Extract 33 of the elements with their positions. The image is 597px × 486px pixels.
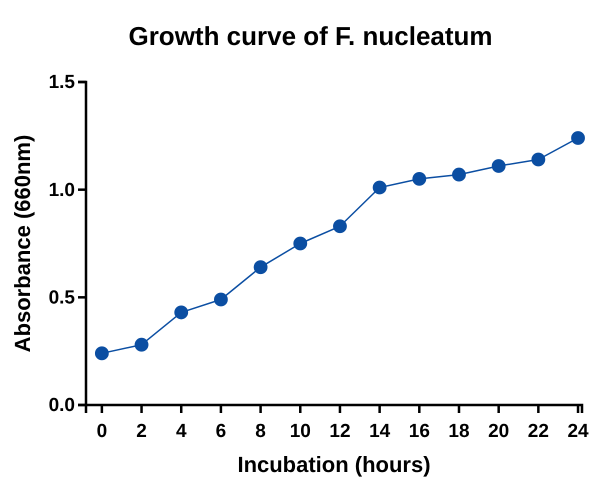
x-tick-label: 4 (176, 420, 187, 442)
point (412, 172, 426, 186)
y-axis-title: Absorbance (660nm) (10, 134, 35, 352)
x-tick-label: 8 (255, 420, 266, 442)
y-tick-label: 0.0 (48, 395, 75, 416)
chart-title: Growth curve of F. nucleatum (128, 21, 493, 51)
point (452, 168, 466, 182)
x-axis-title: Incubation (hours) (237, 452, 431, 477)
point (333, 219, 347, 234)
point (571, 131, 585, 145)
x-tick-label: 10 (290, 420, 311, 442)
x-tick-label: 2 (136, 420, 147, 442)
point (134, 338, 148, 352)
x-tick-label: 14 (369, 420, 391, 442)
y-tick-label: 1.0 (48, 180, 75, 201)
y-tick-label: 1.5 (48, 72, 76, 94)
x-tick-label: 0 (96, 420, 108, 442)
point (293, 236, 308, 250)
x-tick-label: 16 (408, 420, 430, 442)
point (174, 306, 188, 320)
point (531, 152, 546, 166)
x-tick-label: 6 (216, 420, 226, 442)
y-tick-label: 0.5 (48, 287, 76, 308)
x-tick-label: 24 (567, 420, 590, 442)
point (94, 346, 109, 360)
x-tick-label: 20 (488, 420, 510, 442)
point (492, 159, 506, 173)
x-tick-label: 18 (448, 420, 470, 442)
x-tick-label: 22 (528, 420, 549, 442)
point (214, 292, 228, 306)
x-tick-label: 12 (329, 420, 351, 442)
point (372, 180, 387, 194)
point (254, 260, 268, 274)
